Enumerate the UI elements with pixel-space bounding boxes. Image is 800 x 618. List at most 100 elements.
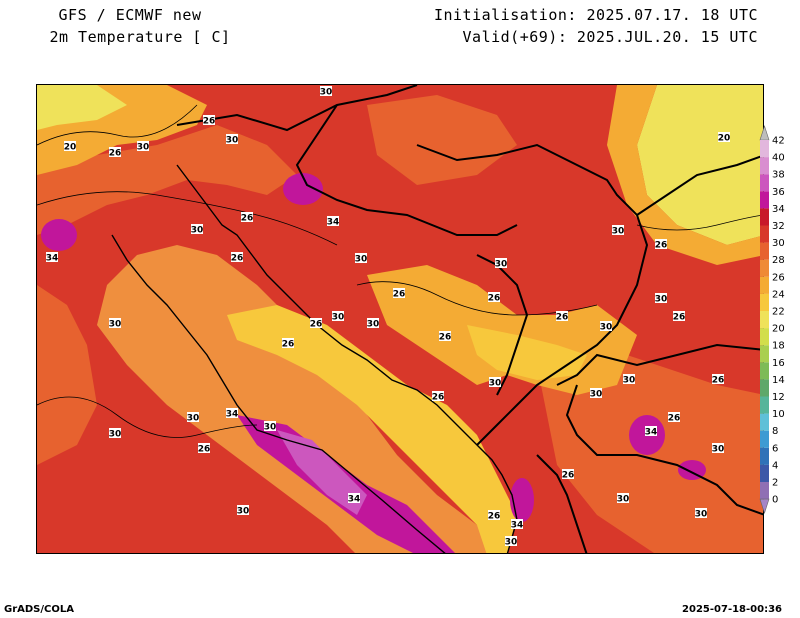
colorbar-cell	[760, 276, 769, 294]
colorbar-tick-label: 16	[772, 358, 785, 369]
contour-label-bg	[327, 216, 339, 226]
colorbar-cell	[760, 293, 769, 311]
contour-label-bg	[231, 252, 243, 262]
contour-line-3	[636, 214, 763, 231]
colorbar-cell	[760, 225, 769, 243]
contour-label-bg	[109, 318, 121, 328]
contour-label: 30	[187, 414, 200, 424]
contour-line-2	[37, 396, 258, 438]
contour-label-bg	[712, 443, 724, 453]
contour-label: 26	[203, 117, 216, 127]
contour-label: 26	[673, 313, 686, 323]
border-3	[416, 143, 649, 446]
contour-label: 30	[505, 538, 518, 548]
colorbar-cell	[760, 362, 769, 380]
contour-label: 26	[393, 290, 406, 300]
colorbar-tick-label: 24	[772, 289, 785, 300]
colorbar-tick-label: 42	[772, 136, 785, 147]
contour-label-bg	[367, 318, 379, 328]
colorbar-cell	[760, 157, 769, 175]
colorbar-tick-label: 22	[772, 307, 785, 318]
contour-label-bg	[590, 388, 602, 398]
colorbar-cell	[760, 379, 769, 397]
valid-time: Valid(+69): 2025.JUL.20. 15 UTC	[462, 28, 758, 46]
contour-label: 34	[327, 218, 340, 228]
contour-label: 26	[556, 313, 569, 323]
italy-36	[277, 430, 367, 515]
contour-label-bg	[320, 86, 332, 96]
contour-label-bg	[137, 141, 149, 151]
contour-label-bg	[556, 311, 568, 321]
contour-label-bg	[489, 377, 501, 387]
contour-label: 34	[46, 254, 59, 264]
contour-label: 34	[348, 495, 361, 505]
contour-label-bg	[109, 147, 121, 157]
contour-label-bg	[623, 374, 635, 384]
credit-label: GrADS/COLA	[4, 604, 74, 615]
contour-label-bg	[645, 426, 657, 436]
contour-label: 30	[695, 510, 708, 520]
contour-label: 30	[191, 226, 204, 236]
contour-label: 26	[712, 376, 725, 386]
colorbar-tick-label: 6	[772, 443, 778, 454]
colorbar-tick-label: 32	[772, 221, 785, 232]
contour-label: 30	[109, 430, 122, 440]
contour-label: 26	[439, 333, 452, 343]
border-1	[176, 85, 418, 132]
contour-label: 26	[109, 149, 122, 159]
contour-label-bg	[488, 292, 500, 302]
contour-label: 30	[655, 295, 668, 305]
border-2	[295, 104, 518, 236]
contour-label: 30	[355, 255, 368, 265]
contour-label: 26	[282, 340, 295, 350]
contour-label-bg	[198, 443, 210, 453]
contour-line-5	[37, 104, 198, 146]
contour-label: 30	[332, 313, 345, 323]
contour-label-bg	[511, 519, 523, 529]
contour-label: 30	[367, 320, 380, 330]
colorbar-tick-label: 40	[772, 153, 785, 164]
contour-label-bg	[64, 141, 76, 151]
colorbar-cell	[760, 242, 769, 260]
colorbar-tick-label: 0	[772, 495, 778, 506]
contour-label-bg	[187, 412, 199, 422]
temperature-map: 30 26 30 20 26 30 20 26 30 26 34 30 30 30 26 34 26 26 30 30…	[36, 84, 764, 554]
contour-label-bg	[612, 225, 624, 235]
hot-spot-2	[41, 219, 77, 251]
model-title: GFS / ECMWF new	[58, 6, 202, 24]
contour-label-bg	[226, 408, 238, 418]
colorbar-tick-label: 20	[772, 324, 785, 335]
border-6	[565, 384, 763, 516]
contour-label-bg	[617, 493, 629, 503]
colorbar-tick-label: 14	[772, 375, 785, 386]
colorbar-tick-label: 36	[772, 187, 785, 198]
contour-label-bg	[712, 374, 724, 384]
land-28d	[37, 285, 97, 465]
contour-label-bg	[191, 224, 203, 234]
colorbar-cell	[760, 345, 769, 363]
colorbar-tick-label: 4	[772, 460, 778, 471]
colorbar-tick-label: 10	[772, 409, 785, 420]
land-28	[37, 125, 297, 235]
contour-label: 30	[712, 445, 725, 455]
contour-label: 34	[226, 410, 239, 420]
contour-label: 30	[600, 323, 613, 333]
contour-label-bg	[332, 311, 344, 321]
cool-ne-yellow	[637, 85, 763, 245]
contour-label-bg	[203, 115, 215, 125]
colorbar-cell	[760, 259, 769, 277]
contour-label-bg	[673, 311, 685, 321]
hot-spot-1	[283, 173, 323, 205]
contour-label-bg	[109, 428, 121, 438]
contour-label: 34	[511, 521, 524, 531]
border-7	[636, 154, 763, 216]
coast-26	[227, 305, 517, 553]
contour-label-bg	[695, 508, 707, 518]
contour-label-bg	[718, 132, 730, 142]
colorbar-cell	[760, 482, 769, 500]
contour-label: 30	[226, 136, 239, 146]
contour-label: 26	[562, 471, 575, 481]
hot-spot-4	[510, 478, 534, 522]
contour-label: 30	[237, 507, 250, 517]
